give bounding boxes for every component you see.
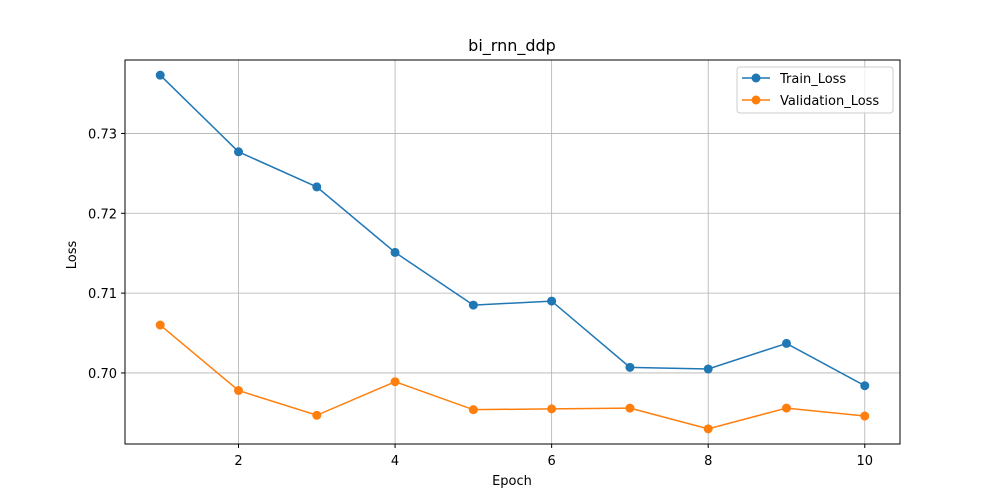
chart-title: bi_rnn_ddp [468,36,556,56]
validation-loss-point [468,405,478,415]
grid-lines [125,60,900,444]
x-tick-label: 6 [548,454,556,469]
train-loss-point [312,182,322,192]
train-loss-legend-marker [751,73,761,83]
y-tick-label: 0.72 [88,207,117,222]
validation-loss-point [781,403,791,413]
train-loss-point [155,70,165,80]
legend-box [736,66,894,114]
x-axis-label: Epoch [492,474,532,489]
validation-loss-point [312,410,322,420]
y-tick-label: 0.73 [88,127,117,142]
train-loss-legend-label: Train_Loss [779,72,846,87]
x-axis-ticks: 2 4 6 8 10 [234,444,873,469]
train-loss-point [390,247,400,257]
validation-loss-legend-label: Validation_Loss [780,94,879,109]
validation-loss-point [703,424,713,434]
train-loss-line [159,74,866,387]
train-loss-point [547,296,557,306]
x-tick-label: 4 [391,454,399,469]
validation-loss-point [625,403,635,413]
validation-loss-legend-marker [751,95,761,105]
x-tick-label: 8 [704,454,712,469]
train-loss-point [703,364,713,374]
validation-loss-point [390,377,400,387]
series-layer [155,70,870,434]
validation-loss-point [547,404,557,414]
y-axis-label: Loss [65,241,80,270]
validation-loss-line [159,324,865,430]
train-loss-point [468,300,478,310]
train-loss-point [625,362,635,372]
validation-loss-point [860,411,870,421]
validation-loss-point [155,320,165,330]
y-tick-label: 0.71 [88,287,117,302]
validation-loss-point [234,386,244,396]
x-tick-label: 10 [856,454,873,469]
axes-frame [124,59,901,445]
train-loss-point [234,147,244,157]
y-tick-label: 0.70 [88,367,117,382]
train-loss-point [781,338,791,348]
legend: Train_Loss Validation_Loss [736,66,894,114]
y-axis-ticks: 0.70 0.71 0.72 0.73 [88,127,125,382]
x-tick-label: 2 [234,454,242,469]
train-loss-point [860,381,870,391]
